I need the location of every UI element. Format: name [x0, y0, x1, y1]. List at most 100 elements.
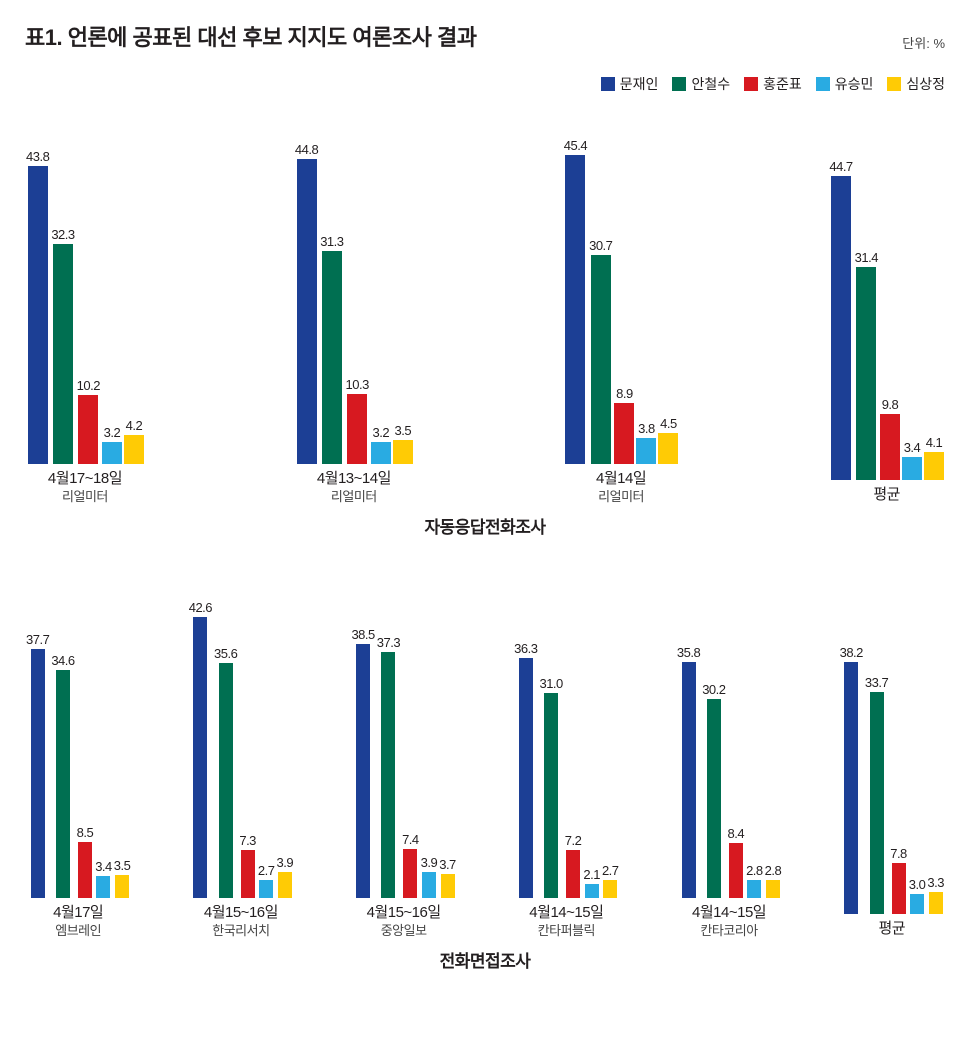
- x-axis-label: 평균: [878, 920, 905, 939]
- bar: [910, 894, 924, 914]
- bar: [565, 155, 585, 464]
- x-axis-label: 평균: [873, 486, 900, 505]
- bar: [566, 850, 580, 898]
- bar: [658, 433, 678, 464]
- chart-section: 37.734.68.53.43.54월17일엠브레인42.635.67.32.7…: [25, 548, 945, 972]
- bars: 45.430.78.93.84.5: [563, 104, 680, 464]
- bar-wrap: 30.7: [589, 238, 612, 464]
- bar: [193, 617, 207, 898]
- bar-value-label: 4.1: [926, 435, 943, 450]
- bar-wrap: 9.8: [880, 397, 900, 481]
- legend-swatch: [672, 77, 686, 91]
- bar-value-label: 2.1: [583, 867, 600, 882]
- bar-wrap: 3.4: [95, 859, 112, 898]
- bar-wrap: 4.2: [124, 418, 144, 464]
- bar-group: 35.830.28.42.82.84월14~15일칸타코리아: [676, 548, 782, 939]
- bars: 36.331.0 7.2 2.12.7: [513, 548, 619, 898]
- bar-value-label: 3.8: [638, 421, 655, 436]
- x-source: 칸타퍼블릭: [529, 923, 603, 939]
- legend-swatch: [816, 77, 830, 91]
- x-source: 한국리서치: [204, 923, 278, 939]
- bar: [591, 255, 611, 464]
- bar: [747, 880, 761, 898]
- bar-value-label: 42.6: [189, 600, 212, 615]
- legend-label: 문재인: [620, 74, 659, 94]
- x-source: 리얼미터: [48, 489, 122, 505]
- x-source: 리얼미터: [596, 489, 646, 505]
- bar-wrap: 37.3: [377, 635, 400, 898]
- bar-wrap: 2.8: [746, 863, 763, 898]
- x-axis-label: 4월13~14일리얼미터: [317, 470, 391, 505]
- bar: [441, 874, 455, 898]
- bar-wrap: 32.3: [51, 227, 74, 464]
- bar-value-label: 10.2: [77, 378, 100, 393]
- bar: [636, 438, 656, 464]
- section-caption: 전화면접조사: [25, 947, 945, 972]
- legend-swatch: [744, 77, 758, 91]
- bar-value-label: 2.8: [746, 863, 763, 878]
- bar-wrap: 8.9: [614, 386, 634, 464]
- bar: [78, 395, 98, 464]
- bar-wrap: 36.3: [514, 641, 537, 898]
- bar-value-label: 3.2: [373, 425, 390, 440]
- bar-wrap: 44.8: [295, 142, 318, 464]
- bar-wrap: 2.8: [765, 863, 782, 898]
- bar: [729, 843, 743, 898]
- bar-group: 42.635.67.32.73.94월15~16일한국리서치: [188, 548, 294, 939]
- x-axis-label: 4월17일엠브레인: [53, 904, 103, 939]
- bars: 37.734.68.53.43.5: [25, 548, 131, 898]
- bar-value-label: 44.7: [829, 159, 852, 174]
- bar: [902, 457, 922, 480]
- bar-group: 43.832.310.23.24.24월17~18일리얼미터: [25, 104, 145, 505]
- bar: [544, 693, 558, 898]
- bar-value-label: 7.2: [565, 833, 582, 848]
- bar: [831, 176, 851, 480]
- bar-group: 45.430.78.93.84.54월14일리얼미터: [563, 104, 680, 505]
- bar-value-label: 7.4: [402, 832, 419, 847]
- x-axis-label: 4월14일리얼미터: [596, 470, 646, 505]
- bars: 38.233.77.83.03.3: [839, 564, 945, 914]
- bar-value-label: 3.0: [909, 877, 926, 892]
- bar-group: 36.331.0 7.2 2.12.7 4월14~15일칸타퍼블릭: [513, 548, 619, 939]
- bar-value-label: 3.9: [277, 855, 294, 870]
- bar: [78, 842, 92, 898]
- bar-value-label: 2.8: [765, 863, 782, 878]
- bar-wrap: 2.7: [602, 863, 619, 898]
- legend-swatch: [887, 77, 901, 91]
- bar: [28, 166, 48, 464]
- bar: [403, 849, 417, 898]
- bar-value-label: 8.5: [77, 825, 94, 840]
- x-date: 4월15~16일: [367, 904, 441, 923]
- legend-label: 안철수: [691, 74, 730, 94]
- bar-wrap: 3.9: [421, 855, 438, 898]
- bar-wrap: 3.0: [909, 877, 926, 914]
- bar: [707, 699, 721, 898]
- bar-value-label: 32.3: [51, 227, 74, 242]
- bar-value-label: 31.0: [539, 676, 562, 691]
- bar-value-label: 10.3: [346, 377, 369, 392]
- bar: [422, 872, 436, 898]
- x-date: 평균: [873, 486, 900, 505]
- bar-wrap: 3.5: [114, 858, 131, 898]
- bar-value-label: 8.9: [616, 386, 633, 401]
- legend-swatch: [601, 77, 615, 91]
- bar-value-label: 7.8: [890, 846, 907, 861]
- bar-value-label: 3.5: [114, 858, 131, 873]
- chart-title: 표1. 언론에 공표된 대선 후보 지지도 여론조사 결과: [25, 20, 476, 52]
- bar-value-label: 9.8: [882, 397, 899, 412]
- bar-group: 38.537.37.43.93.74월15~16일중앙일보: [350, 548, 456, 939]
- bar-wrap: 7.8: [890, 846, 907, 914]
- bar-group: 37.734.68.53.43.54월17일엠브레인: [25, 548, 131, 939]
- bar-wrap: 3.2: [371, 425, 391, 464]
- bar-wrap: 34.6: [51, 653, 74, 898]
- bar-value-label: 30.7: [589, 238, 612, 253]
- bar: [766, 880, 780, 898]
- bar-wrap: 3.5: [393, 423, 413, 464]
- x-date: 4월14일: [596, 470, 646, 489]
- legend-item: 문재인: [601, 74, 659, 94]
- bar: [381, 652, 395, 898]
- x-date: 4월14~15일: [529, 904, 603, 923]
- bar-wrap: 3.8: [636, 421, 656, 464]
- groups-row: 43.832.310.23.24.24월17~18일리얼미터44.831.310…: [25, 104, 945, 505]
- bar: [844, 662, 858, 914]
